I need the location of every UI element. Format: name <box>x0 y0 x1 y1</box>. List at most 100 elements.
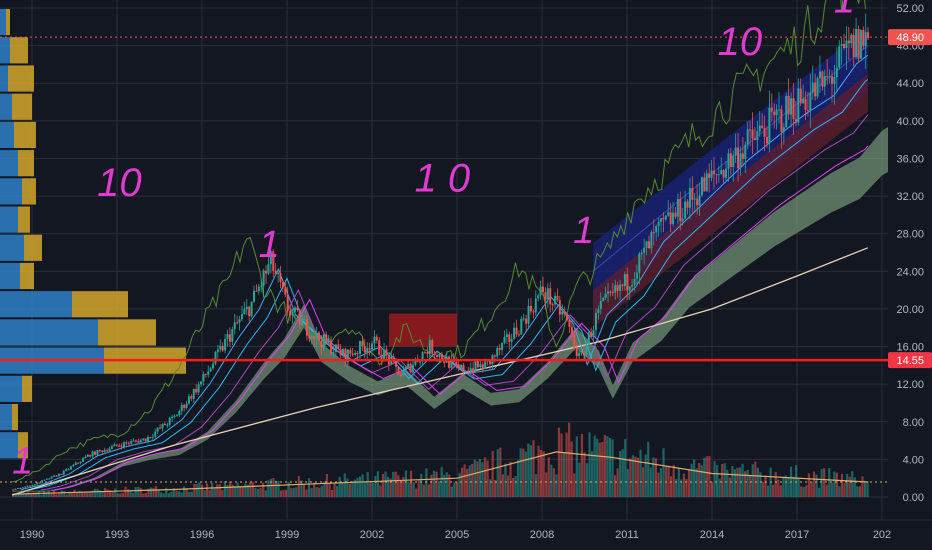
volume-bar <box>134 487 137 497</box>
volume-bar <box>478 459 482 497</box>
volume-bar <box>532 440 535 497</box>
volume-bar <box>710 482 714 497</box>
volume-bar <box>387 476 390 497</box>
candle-down <box>525 318 528 324</box>
candle-up <box>527 305 530 324</box>
volume-bar <box>267 480 270 497</box>
volume-bar <box>397 475 400 497</box>
candle-down <box>489 360 492 365</box>
candle-down <box>765 136 768 144</box>
volume-profile-bar-up <box>0 375 22 402</box>
volume-bar <box>634 456 637 497</box>
candle-up <box>33 484 36 486</box>
candle-down <box>426 352 429 354</box>
candle-up <box>537 295 540 299</box>
candle-up <box>698 195 701 206</box>
candle-down <box>843 44 846 49</box>
volume-bar <box>573 473 576 497</box>
candle-up <box>460 365 463 369</box>
candle-up <box>108 448 111 452</box>
price-axis-panel[interactable] <box>888 0 932 520</box>
volume-bar <box>565 432 568 497</box>
candle-down <box>691 188 694 200</box>
price-axis-tick-label: 12.00 <box>896 379 924 391</box>
candle-up <box>676 198 679 217</box>
candle-up <box>561 312 564 315</box>
volume-bar <box>509 461 512 497</box>
candle-up <box>717 174 720 176</box>
candle-down <box>773 111 776 116</box>
volume-bar <box>596 438 599 497</box>
candle-up <box>332 352 335 354</box>
candle-up <box>578 352 581 357</box>
volume-bar <box>463 464 466 497</box>
time-axis-panel[interactable] <box>0 520 932 550</box>
volume-bar <box>287 482 290 497</box>
volume-bar <box>137 486 140 497</box>
volume-bar <box>680 479 683 497</box>
volume-profile-bar-up <box>0 37 10 64</box>
volume-bar <box>481 462 484 497</box>
volume-profile-bar-up <box>0 93 12 120</box>
volume-bar <box>721 464 724 497</box>
candle-down <box>609 291 612 293</box>
candle-up <box>778 109 781 111</box>
volume-bar <box>282 489 285 497</box>
volume-bar <box>17 492 20 497</box>
volume-bar <box>489 479 492 497</box>
volume-bar <box>98 490 102 497</box>
volume-bar <box>361 474 364 497</box>
volume-profile-bar-down <box>6 9 10 36</box>
volume-bar <box>415 488 418 497</box>
horizontal-levels[interactable] <box>0 36 888 362</box>
price-axis[interactable]: 52.0048.0044.0040.0036.0032.0028.0024.00… <box>896 3 924 504</box>
candle-down <box>320 340 323 348</box>
candle-up <box>41 480 44 483</box>
volume-bar <box>723 463 726 497</box>
volume-profile-bar-down <box>22 178 36 205</box>
candle-down <box>55 475 58 477</box>
volume-bar <box>106 489 109 497</box>
volume-bar <box>292 487 295 497</box>
candle-up <box>782 127 785 133</box>
candle-up <box>253 290 255 302</box>
volume-bar <box>399 480 402 497</box>
candle-down <box>568 319 571 327</box>
volume-bar <box>315 487 318 497</box>
candle-down <box>385 349 388 356</box>
candle-up <box>513 327 516 339</box>
candle-down <box>318 332 321 341</box>
volume-bar <box>779 485 782 497</box>
candle-up <box>785 95 788 128</box>
price-axis-tick-label: 40.00 <box>896 116 924 128</box>
candle-up <box>161 423 164 429</box>
candle-down <box>127 443 130 445</box>
annotation-text: 10 <box>97 161 141 205</box>
volume-bar <box>297 475 300 497</box>
volume-bar <box>580 433 584 497</box>
volume-bar <box>741 463 744 497</box>
price-axis-tick-label: 32.00 <box>896 191 924 203</box>
candle-up <box>79 461 82 463</box>
candle-up <box>850 34 853 44</box>
candle-up <box>212 363 215 369</box>
candle-up <box>91 451 94 457</box>
volume-profile-bar-down <box>8 65 34 92</box>
volume-profile-bar-down <box>12 93 32 120</box>
candle-up <box>619 284 622 291</box>
volume-bar <box>631 455 635 497</box>
volume-profile-bar-down <box>10 37 28 64</box>
volume-bar <box>32 492 35 497</box>
ma-slower-line <box>51 145 869 492</box>
volume-bar <box>713 461 716 497</box>
volume-bar <box>305 489 308 497</box>
candle-up <box>21 487 24 489</box>
volume-bar <box>642 467 645 497</box>
candle-up <box>43 479 46 481</box>
time-axis[interactable]: 1990 1993 1996 1999 2002 2005 2008 2011 2014 2017… <box>20 529 891 541</box>
candle-down <box>339 349 342 356</box>
volume-bar <box>55 494 58 497</box>
volume-bar <box>116 493 119 497</box>
candle-up <box>802 98 805 104</box>
